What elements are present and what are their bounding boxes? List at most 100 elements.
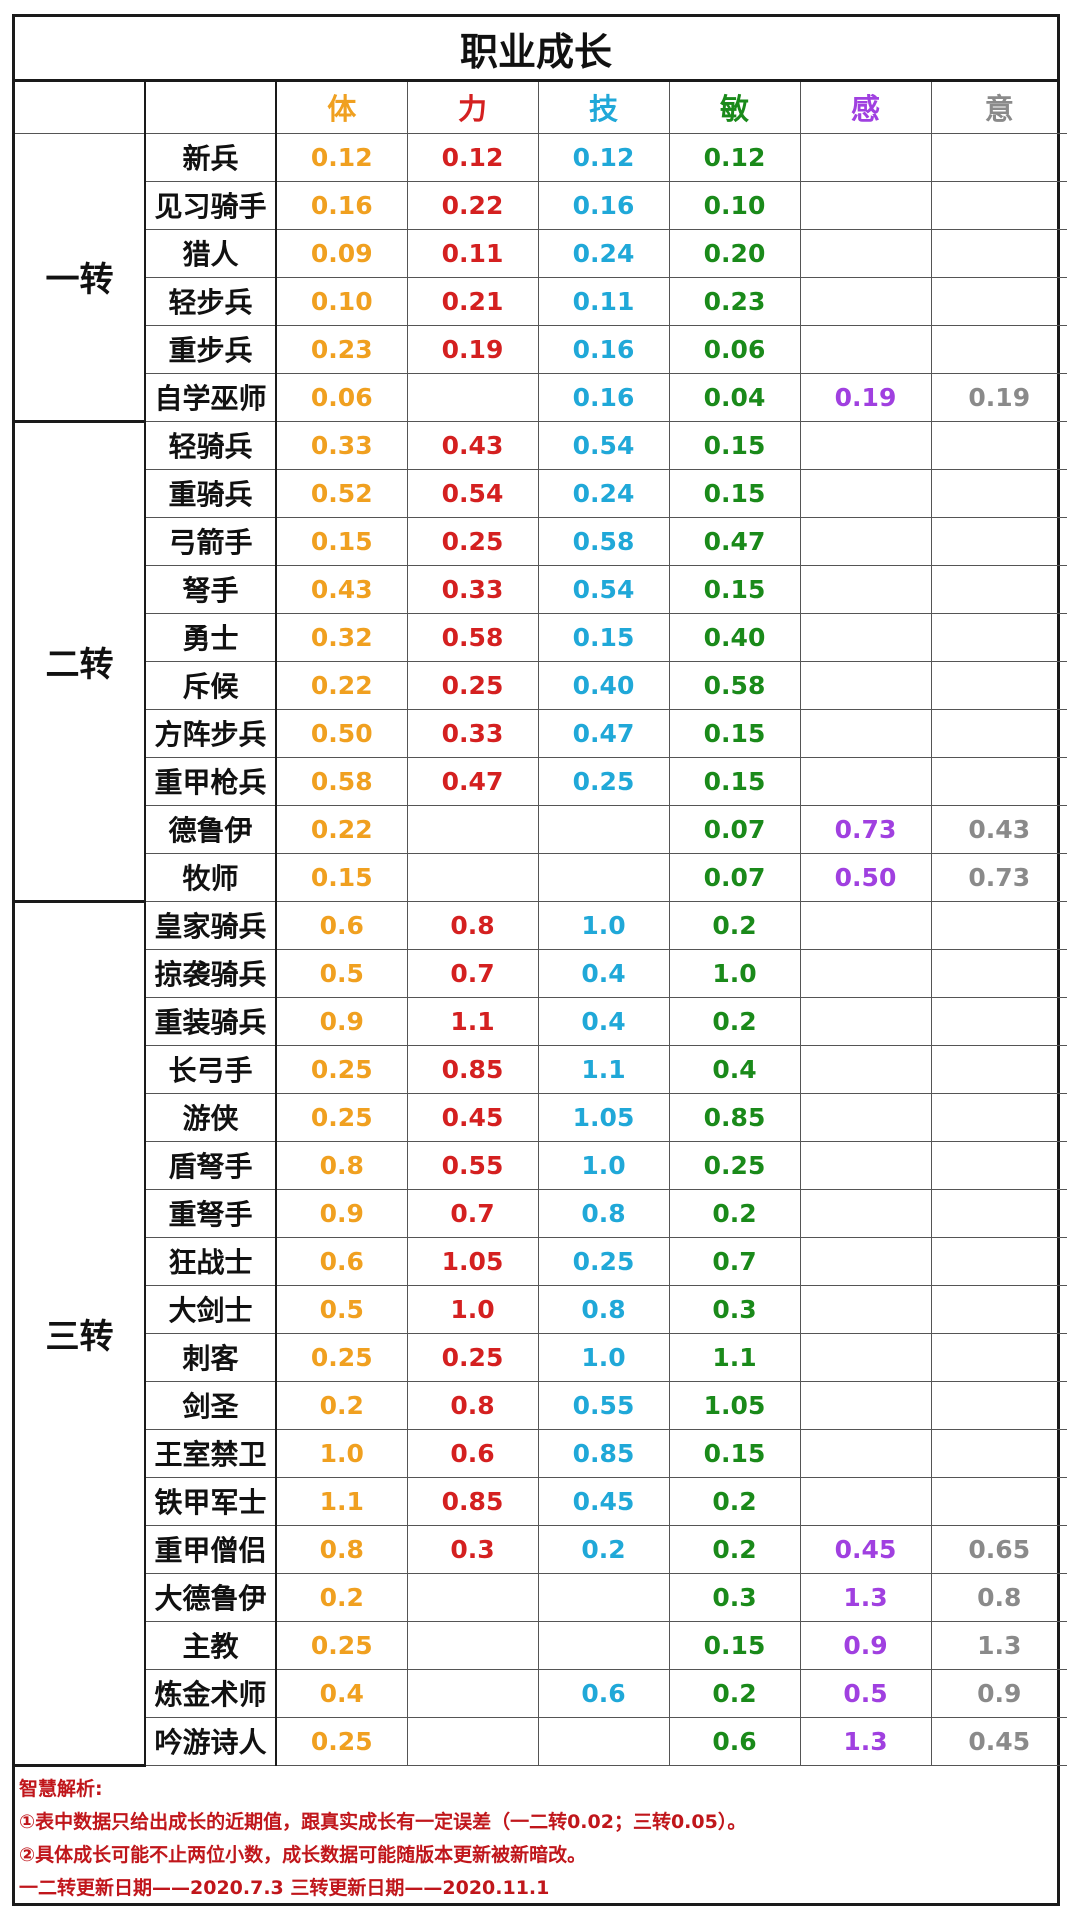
- stat-value: 0.33: [406, 564, 539, 614]
- stat-value: 1.1: [406, 996, 539, 1046]
- stat-value: 1.1: [537, 1044, 670, 1094]
- stat-value: 0.8: [406, 1380, 539, 1430]
- class-name: 重弩手: [145, 1188, 277, 1238]
- growth-table-frame: 职业成长 体力技敏感意 一转 新兵 0.12 0.12 0.12 0.12 见习骑手 0.16…: [12, 14, 1067, 1906]
- stat-value: [930, 1044, 1067, 1094]
- stat-value: 0.4: [668, 1044, 801, 1094]
- stat-value: [537, 1716, 670, 1766]
- stat-value: 0.25: [275, 1716, 408, 1766]
- growth-table: 体力技敏感意 一转 新兵 0.12 0.12 0.12 0.12 见习骑手 0.16 0.22 0…: [15, 82, 1067, 1767]
- stat-value: [799, 660, 932, 710]
- stat-value: 0.15: [537, 612, 670, 662]
- stat-value: 0.85: [406, 1476, 539, 1526]
- table-row: 狂战士 0.6 1.05 0.25 0.7: [15, 1236, 1067, 1286]
- table-row: 二转 轻骑兵 0.33 0.43 0.54 0.15: [15, 420, 1067, 903]
- class-name: 吟游诗人: [145, 1716, 277, 1766]
- class-name: 自学巫师: [145, 372, 277, 422]
- class-name: 轻骑兵: [144, 420, 277, 470]
- stat-value: [406, 1572, 539, 1622]
- class-name: 刺客: [145, 1332, 277, 1382]
- stat-value: 0.24: [537, 228, 670, 278]
- stat-value: [799, 1284, 932, 1334]
- stat-value: [799, 1092, 932, 1142]
- stat-value: [799, 1044, 932, 1094]
- stat-value: 0.9: [275, 996, 408, 1046]
- stat-value: 0.6: [537, 1668, 670, 1718]
- table-row: 重甲僧侣 0.8 0.3 0.2 0.2 0.45 0.65: [15, 1524, 1067, 1574]
- column-header: 感: [799, 82, 932, 134]
- stat-value: 0.50: [275, 708, 408, 758]
- stat-value: 0.10: [275, 276, 408, 326]
- column-header: 体: [275, 82, 408, 134]
- stat-value: 0.8: [275, 1140, 408, 1190]
- stat-value: 0.15: [668, 1428, 801, 1478]
- stat-value: [930, 132, 1067, 182]
- stat-value: 0.50: [799, 852, 932, 902]
- class-name: 主教: [145, 1620, 277, 1670]
- stat-value: 0.2: [275, 1380, 408, 1430]
- notes-heading: 智慧解析:: [19, 1777, 103, 1800]
- notes-line-2: ②具体成长可能不止两位小数，成长数据可能随版本更新被新暗改。: [19, 1843, 587, 1866]
- class-name: 勇士: [145, 612, 277, 662]
- notes-line-1: ①表中数据只给出成长的近期值，跟真实成长有一定误差（一二转0.02；三转0.05…: [19, 1810, 747, 1833]
- stat-value: 0.55: [537, 1380, 670, 1430]
- notes-section: 智慧解析: ①表中数据只给出成长的近期值，跟真实成长有一定误差（一二转0.02；…: [15, 1767, 1057, 1905]
- stage-label: 二转: [15, 420, 146, 903]
- stat-value: [930, 1188, 1067, 1238]
- stat-value: [799, 996, 932, 1046]
- stat-value: 0.8: [537, 1188, 670, 1238]
- stat-value: 0.2: [668, 1524, 801, 1574]
- stat-value: 1.3: [930, 1620, 1067, 1670]
- table-row: 方阵步兵 0.50 0.33 0.47 0.15: [15, 708, 1067, 758]
- table-row: 牧师 0.15 0.07 0.50 0.73: [15, 852, 1067, 902]
- stat-value: [799, 1380, 932, 1430]
- stat-value: 0.9: [799, 1620, 932, 1670]
- column-header: 意: [930, 82, 1067, 134]
- stat-value: [930, 612, 1067, 662]
- stat-value: [406, 852, 539, 902]
- table-row: 吟游诗人 0.25 0.6 1.3 0.45: [15, 1716, 1067, 1766]
- table-row: 重甲枪兵 0.58 0.47 0.25 0.15: [15, 756, 1067, 806]
- stat-value: 0.11: [406, 228, 539, 278]
- table-row: 轻步兵 0.10 0.21 0.11 0.23: [15, 276, 1067, 326]
- table-row: 炼金术师 0.4 0.6 0.2 0.5 0.9: [15, 1668, 1067, 1718]
- class-name: 重骑兵: [145, 468, 277, 518]
- stat-value: 0.45: [406, 1092, 539, 1142]
- stat-value: [930, 708, 1067, 758]
- stat-value: 0.40: [668, 612, 801, 662]
- stat-value: [799, 132, 932, 182]
- stat-value: 0.47: [537, 708, 670, 758]
- stat-value: 0.06: [275, 372, 408, 422]
- stat-value: [930, 180, 1067, 230]
- stat-value: 1.05: [668, 1380, 801, 1430]
- stat-value: 0.25: [275, 1092, 408, 1142]
- class-name: 猎人: [145, 228, 277, 278]
- stat-value: 0.73: [799, 804, 932, 854]
- stat-value: 0.16: [537, 324, 670, 374]
- stat-value: [799, 324, 932, 374]
- stat-value: 0.4: [537, 948, 670, 998]
- stat-value: 0.9: [930, 1668, 1067, 1718]
- stat-value: 0.45: [930, 1716, 1067, 1766]
- table-row: 一转 新兵 0.12 0.12 0.12 0.12: [15, 132, 1067, 423]
- stat-value: [930, 660, 1067, 710]
- stat-value: 0.33: [406, 708, 539, 758]
- stat-value: 0.15: [668, 756, 801, 806]
- stat-value: [930, 1428, 1067, 1478]
- class-name: 斥候: [145, 660, 277, 710]
- stat-value: 0.6: [406, 1428, 539, 1478]
- stat-value: 0.85: [406, 1044, 539, 1094]
- stat-value: 0.24: [537, 468, 670, 518]
- stat-value: [537, 852, 670, 902]
- class-name: 牧师: [145, 852, 277, 902]
- class-name: 大德鲁伊: [145, 1572, 277, 1622]
- stat-value: 0.15: [275, 852, 408, 902]
- stat-value: [799, 276, 932, 326]
- table-row: 猎人 0.09 0.11 0.24 0.20: [15, 228, 1067, 278]
- stat-value: 0.58: [537, 516, 670, 566]
- stat-value: 1.0: [537, 900, 670, 950]
- stat-value: 0.54: [537, 420, 670, 470]
- stat-value: 0.32: [275, 612, 408, 662]
- stat-value: 0.19: [406, 324, 539, 374]
- stat-value: 0.15: [275, 516, 408, 566]
